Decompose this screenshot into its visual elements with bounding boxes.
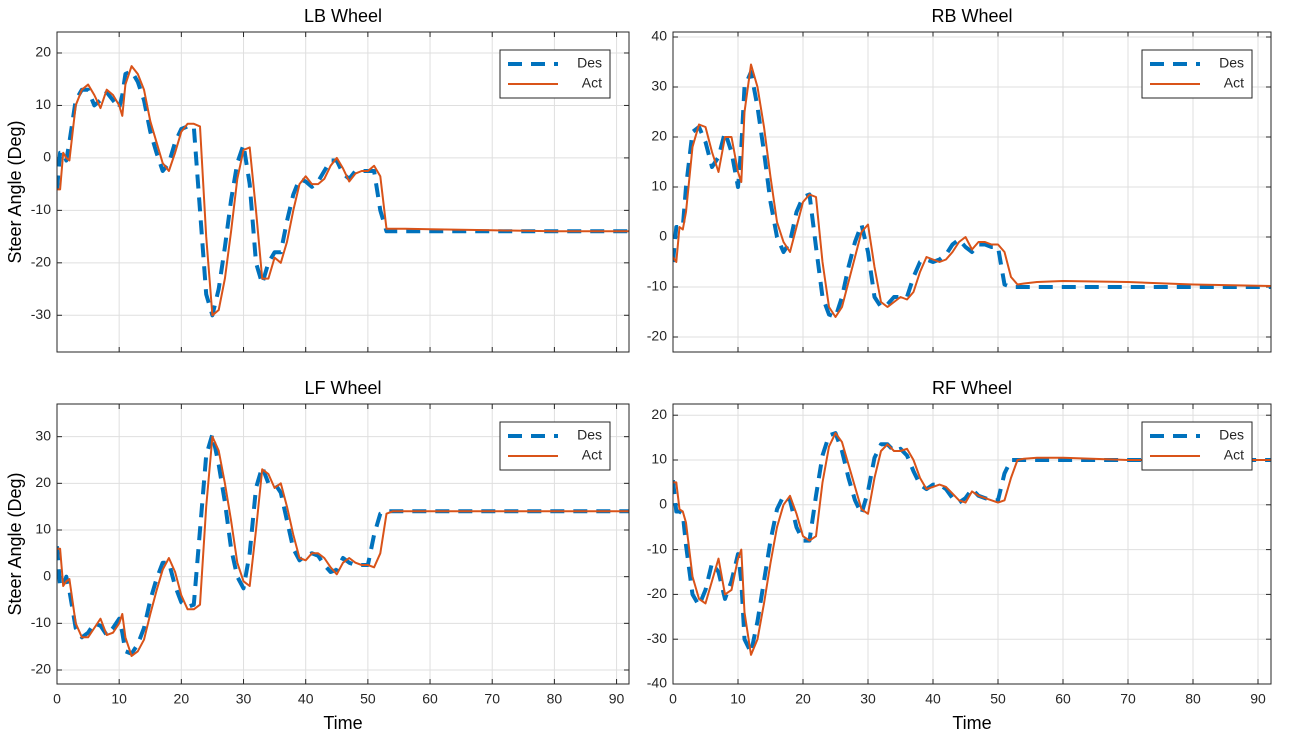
y-tick-label: -10 [31, 614, 51, 630]
y-tick-label: 0 [43, 149, 51, 165]
x-tick-label: 20 [174, 691, 190, 707]
legend-label: Des [577, 55, 602, 71]
x-tick-label: 10 [111, 691, 127, 707]
y-axis-label: Steer Angle (Deg) [5, 120, 25, 263]
y-tick-label: 10 [35, 521, 51, 537]
legend-label: Act [582, 75, 602, 91]
chart-title: LB Wheel [304, 6, 382, 26]
legend-label: Des [577, 427, 602, 443]
y-tick-label: -30 [647, 630, 667, 646]
y-tick-label: -20 [31, 254, 51, 270]
x-tick-label: 70 [1120, 691, 1136, 707]
chart-title: RF Wheel [932, 378, 1012, 398]
x-tick-label: 50 [990, 691, 1006, 707]
y-tick-label: -10 [647, 540, 667, 556]
legend-label: Act [1224, 75, 1244, 91]
series-line [673, 63, 1271, 318]
legend-box [499, 49, 611, 99]
y-tick-label: 30 [651, 78, 667, 94]
y-tick-label: -20 [31, 661, 51, 677]
y-tick-label: 20 [35, 474, 51, 490]
x-tick-label: 90 [609, 691, 625, 707]
y-tick-label: -40 [647, 675, 667, 691]
legend-box [1141, 49, 1253, 99]
legend-box [1141, 421, 1253, 471]
axes-box [56, 403, 630, 685]
x-tick-label: 30 [860, 691, 876, 707]
x-tick-label: 20 [795, 691, 811, 707]
y-tick-label: 0 [659, 228, 667, 244]
y-tick-label: 10 [35, 96, 51, 112]
y-tick-label: -30 [31, 306, 51, 322]
y-tick-label: 20 [35, 44, 51, 60]
axes-box [672, 31, 1272, 353]
series-line [57, 435, 629, 657]
y-axis-label: Steer Angle (Deg) [5, 472, 25, 615]
x-tick-label: 80 [547, 691, 563, 707]
legend-label: Act [1224, 447, 1244, 463]
legend-label: Des [1219, 55, 1244, 71]
x-tick-label: 80 [1185, 691, 1201, 707]
y-tick-label: 30 [35, 427, 51, 443]
x-tick-label: 40 [298, 691, 314, 707]
axes-box [672, 403, 1272, 685]
series-line [57, 69, 629, 318]
y-tick-label: 10 [651, 451, 667, 467]
x-tick-label: 60 [422, 691, 438, 707]
x-tick-label: 60 [1055, 691, 1071, 707]
x-tick-label: 0 [669, 691, 677, 707]
y-tick-label: 20 [651, 406, 667, 422]
y-tick-label: 40 [651, 28, 667, 44]
y-tick-label: -10 [31, 201, 51, 217]
x-axis-label: Time [323, 713, 362, 733]
series-line [673, 70, 1271, 319]
x-tick-label: 0 [53, 691, 61, 707]
y-tick-label: 0 [43, 567, 51, 583]
chart-title: RB Wheel [931, 6, 1012, 26]
x-tick-label: 30 [236, 691, 252, 707]
legend-box [499, 421, 611, 471]
x-tick-label: 90 [1250, 691, 1266, 707]
series-line [57, 65, 629, 317]
y-tick-label: -20 [647, 585, 667, 601]
chart-title: LF Wheel [304, 378, 381, 398]
x-tick-label: 10 [730, 691, 746, 707]
y-tick-label: 0 [659, 496, 667, 512]
series-line [673, 432, 1271, 656]
y-tick-label: 20 [651, 128, 667, 144]
axes-box [56, 31, 630, 353]
x-tick-label: 70 [484, 691, 500, 707]
y-tick-label: -20 [647, 328, 667, 344]
legend-label: Des [1219, 427, 1244, 443]
x-tick-label: 40 [925, 691, 941, 707]
legend-label: Act [582, 447, 602, 463]
y-tick-label: 10 [651, 178, 667, 194]
y-tick-label: -10 [647, 278, 667, 294]
series-line [673, 431, 1271, 655]
x-axis-label: Time [952, 713, 991, 733]
x-tick-label: 50 [360, 691, 376, 707]
